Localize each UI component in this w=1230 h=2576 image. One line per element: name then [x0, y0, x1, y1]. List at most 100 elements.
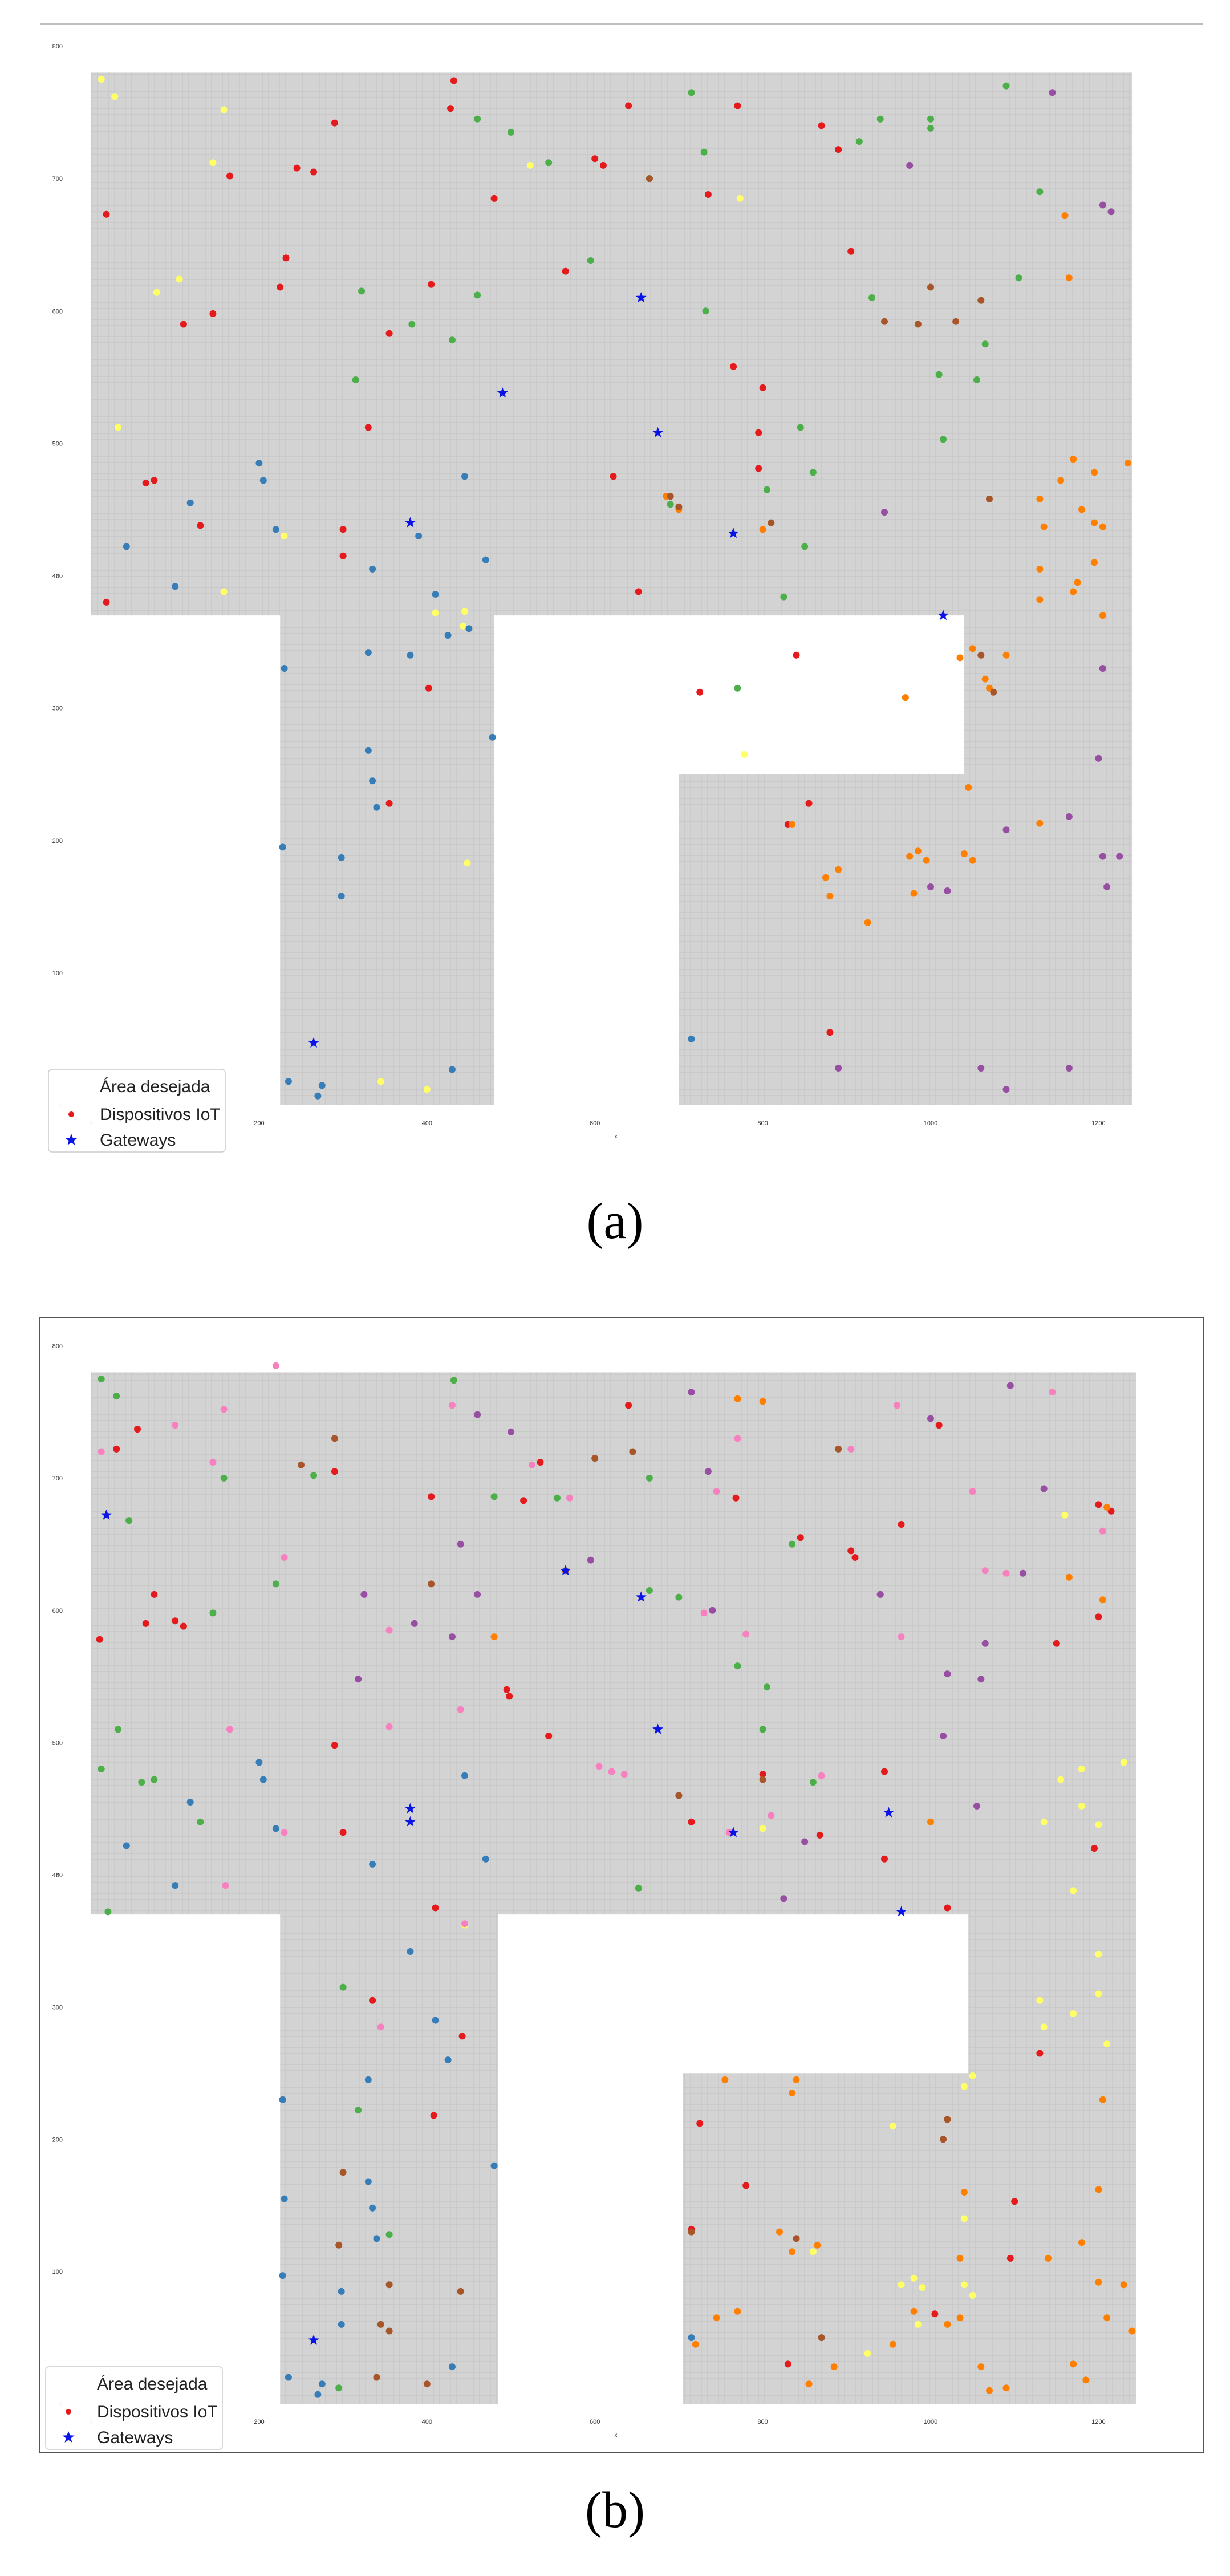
iot-device-point [847, 1445, 855, 1453]
iot-device-point [1070, 1887, 1077, 1895]
iot-device-point [338, 893, 345, 900]
iot-device-point [172, 1617, 179, 1625]
iot-device-point [385, 1723, 393, 1730]
iot-device-point [734, 1435, 741, 1442]
iot-device-point [868, 294, 875, 301]
y-tick-label: 700 [52, 176, 63, 182]
iot-device-point [282, 254, 290, 262]
iot-device-point [449, 1402, 456, 1409]
iot-device-point [700, 1609, 708, 1617]
iot-device-point [385, 2327, 393, 2335]
iot-device-point [222, 1882, 229, 1889]
iot-device-point [1070, 2360, 1077, 2368]
iot-device-point [537, 1459, 544, 1466]
iot-device-point [1099, 665, 1106, 672]
iot-device-point [458, 2033, 466, 2040]
gateway-point [635, 292, 647, 303]
gateway-point [937, 610, 949, 620]
iot-device-point [1074, 579, 1081, 586]
iot-device-point [759, 384, 766, 391]
iot-device-point [281, 1554, 288, 1561]
iot-device-point [923, 857, 930, 864]
iot-device-point [793, 651, 800, 659]
iot-device-point [789, 2090, 796, 2097]
iot-device-point [969, 645, 976, 652]
iot-device-point [742, 1630, 750, 1638]
iot-device-point [667, 501, 674, 508]
iot-device-point [1049, 89, 1056, 96]
iot-device-point [338, 854, 345, 861]
iot-device-point [789, 2248, 796, 2255]
iot-device-point [1002, 1569, 1010, 1577]
iot-device-point [1040, 1485, 1048, 1492]
iot-device-point [1002, 651, 1010, 659]
legend-marker-device [66, 2409, 71, 2415]
iot-device-point [1099, 523, 1106, 530]
iot-device-point [279, 843, 286, 851]
y-tick-label: 600 [52, 1608, 63, 1614]
iot-device-point [447, 105, 454, 112]
iot-device-point [226, 172, 233, 180]
iot-device-point [696, 688, 704, 696]
iot-device-point [608, 1768, 615, 1775]
iot-device-point [688, 2228, 695, 2236]
iot-device-point [960, 2083, 968, 2090]
iot-device-point [285, 1078, 292, 1085]
iot-device-point [545, 159, 553, 167]
iot-device-point [364, 424, 372, 431]
iot-device-point [759, 526, 766, 533]
iot-device-point [339, 1829, 347, 1836]
iot-device-point [919, 2284, 926, 2291]
iot-device-point [528, 1461, 535, 1468]
iot-device-point [360, 1591, 368, 1598]
iot-device-point [98, 1448, 105, 1455]
iot-device-point [474, 1591, 481, 1598]
iot-device-point [103, 210, 110, 218]
iot-device-point [457, 1706, 464, 1713]
iot-device-point [835, 1445, 842, 1453]
iot-device-point [981, 1640, 989, 1647]
iot-device-point [1082, 2376, 1090, 2384]
iot-device-point [914, 2321, 922, 2328]
iot-device-point [956, 2314, 964, 2322]
iot-device-point [625, 102, 632, 109]
y-tick-label: 400 [52, 573, 63, 580]
y-tick-label: 100 [52, 2269, 63, 2275]
iot-device-point [700, 148, 708, 156]
iot-device-point [960, 850, 968, 857]
iot-device-point [474, 115, 481, 123]
iot-device-point [768, 519, 775, 526]
iot-device-point [704, 191, 712, 198]
iot-device-point [508, 1428, 514, 1435]
gateway-point [652, 1723, 664, 1734]
iot-device-point [764, 486, 770, 493]
iot-device-point [338, 2287, 345, 2295]
iot-device-point [1124, 460, 1131, 467]
iot-device-point [944, 887, 951, 894]
iot-device-point [876, 1591, 884, 1598]
iot-device-point [696, 2120, 704, 2127]
iot-device-point [910, 2274, 918, 2282]
iot-device-point [520, 1497, 527, 1504]
x-tick-label: 800 [757, 1120, 768, 1127]
iot-device-point [1103, 1503, 1111, 1511]
iot-device-point [272, 526, 279, 533]
desired-area [91, 72, 1132, 1105]
iot-device-point [113, 1445, 120, 1453]
iot-device-point [1057, 1776, 1065, 1783]
iot-device-point [784, 2360, 791, 2368]
iot-device-point [675, 1593, 683, 1601]
iot-device-point [1061, 1511, 1069, 1519]
iot-device-point [186, 499, 194, 506]
iot-device-point [457, 2287, 464, 2295]
iot-device-point [423, 2380, 431, 2388]
iot-device-point [646, 1587, 653, 1594]
iot-device-point [1099, 2096, 1106, 2103]
iot-device-point [364, 649, 372, 656]
iot-device-point [503, 1686, 510, 1693]
gateway-point [404, 1816, 416, 1827]
iot-device-point [952, 318, 960, 325]
iot-device-point [272, 1825, 279, 1832]
iot-device-point [1040, 523, 1048, 530]
iot-device-point [965, 784, 972, 791]
